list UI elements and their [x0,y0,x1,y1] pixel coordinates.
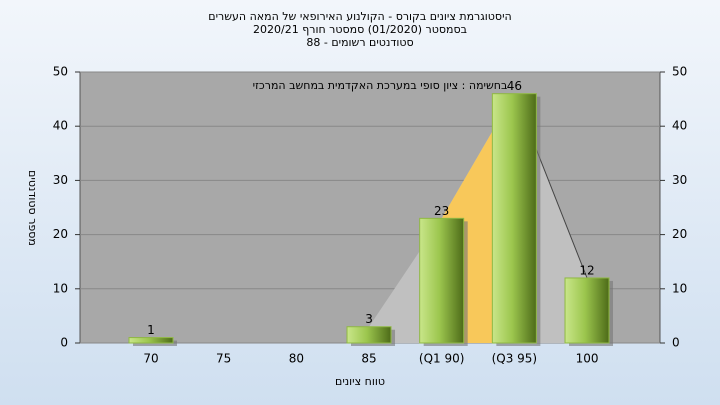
bar [419,217,465,344]
value-label: 3 [365,312,373,326]
x-tick-label: (Q1 90) [419,352,465,366]
value-label: 1 [147,323,155,337]
y2-tick-label: 30 [672,173,687,187]
title-line: בסמסטר (01/2020) סמסטר חורף 2020/21 [253,23,467,36]
value-label: 23 [434,204,449,218]
y-axis-label: מספר סטודנטים [26,170,39,246]
x-axis-label: טווח ציונים [335,375,385,388]
y2-tick-label: 40 [672,119,687,133]
y-tick-label: 40 [53,119,68,133]
annotation: בחשימה : ציון סופי במערכת האקדמית במחשב … [253,79,508,92]
bar [491,93,537,344]
y2-tick-label: 10 [672,281,687,295]
y-tick-label: 0 [60,336,68,350]
x-tick-label: 100 [576,352,599,366]
title-line: סטודנטים רשומים - 88 [306,36,413,49]
x-tick-label: 75 [216,352,231,366]
x-tick-label: 85 [361,352,376,366]
y-tick-label: 10 [53,281,68,295]
y2-tick-label: 50 [672,65,687,79]
value-label: 46 [507,79,522,93]
bar [346,326,392,344]
y2-tick-label: 20 [672,227,687,241]
bar [564,277,610,344]
x-tick-label: (Q3 95) [492,352,538,366]
value-label: 12 [579,263,594,277]
y-tick-label: 20 [53,227,68,241]
title: היסטוגרמת ציונים בקורס - הקולנוע האירופא… [208,10,511,49]
y-tick-label: 50 [53,65,68,79]
bar [128,337,174,344]
title-line: היסטוגרמת ציונים בקורס - הקולנוע האירופא… [208,10,511,23]
y-tick-label: 30 [53,173,68,187]
x-tick-label: 70 [143,352,158,366]
y2-tick-label: 0 [672,336,680,350]
x-tick-label: 80 [289,352,304,366]
